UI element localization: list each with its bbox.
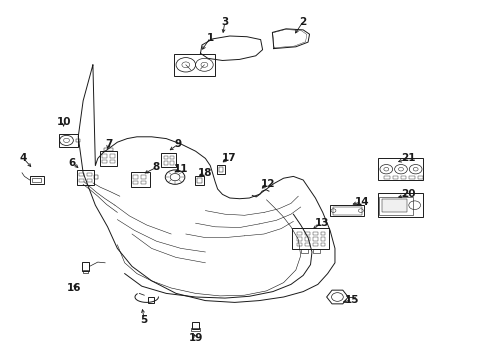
Bar [216,165,225,174]
Text: 10: 10 [56,117,71,127]
Bar [312,243,317,246]
Bar [30,176,43,184]
Bar [297,243,302,246]
Bar [59,134,78,147]
Bar [305,237,309,241]
Text: 21: 21 [401,153,415,163]
Bar [332,207,361,215]
Bar [297,237,302,241]
Bar [83,270,88,273]
Bar [320,243,325,246]
Bar [87,179,92,182]
Bar [292,228,328,249]
Text: 3: 3 [221,17,228,27]
Bar [195,176,203,185]
Bar [102,160,107,163]
Text: 8: 8 [153,162,160,172]
Bar [163,156,167,159]
Text: 1: 1 [206,33,213,43]
Bar [192,322,199,329]
Bar [297,232,302,235]
Bar [190,328,200,331]
Text: 12: 12 [260,179,275,189]
Bar [305,232,309,235]
Bar [163,161,167,165]
Text: 20: 20 [401,189,415,199]
Text: 19: 19 [188,333,203,343]
Bar [110,160,115,163]
Bar [379,197,412,215]
Bar [103,148,113,151]
Text: 4: 4 [20,153,27,163]
Text: 7: 7 [104,139,112,149]
Bar [102,154,107,158]
Bar [378,193,423,217]
Text: 18: 18 [198,168,212,178]
Text: 5: 5 [141,315,147,325]
Text: 9: 9 [175,139,182,149]
Bar [408,176,414,179]
Bar [81,262,89,271]
Bar [378,158,423,180]
Bar [161,153,176,167]
Text: 14: 14 [354,197,368,207]
Bar [77,170,94,185]
Text: 13: 13 [314,218,328,228]
Bar [110,154,115,158]
Bar [312,237,317,241]
Bar [94,175,98,179]
Bar [218,167,223,172]
Bar [320,237,325,241]
Bar [392,176,397,179]
Bar [133,175,138,179]
Bar [400,176,406,179]
Text: 6: 6 [69,158,76,168]
Bar [305,243,309,246]
Bar [79,179,84,182]
Bar [417,176,422,179]
Bar [320,232,325,235]
Bar [300,249,307,253]
Bar [197,178,202,183]
Bar [174,54,215,76]
Text: 2: 2 [299,17,306,27]
Text: 16: 16 [67,283,81,293]
Bar [100,151,117,166]
Bar [382,199,406,212]
Text: 17: 17 [221,153,236,163]
Bar [76,139,80,142]
Bar [133,181,138,184]
Bar [384,176,389,179]
Bar [312,232,317,235]
Bar [79,173,84,176]
Bar [169,156,173,159]
Text: 15: 15 [344,294,359,305]
Bar [147,297,153,303]
Bar [87,173,92,176]
Bar [141,175,146,179]
Bar [312,249,320,253]
Bar [32,178,41,182]
Bar [141,181,146,184]
Bar [329,205,364,216]
Text: 11: 11 [173,164,188,174]
Bar [131,172,149,187]
Bar [169,161,173,165]
